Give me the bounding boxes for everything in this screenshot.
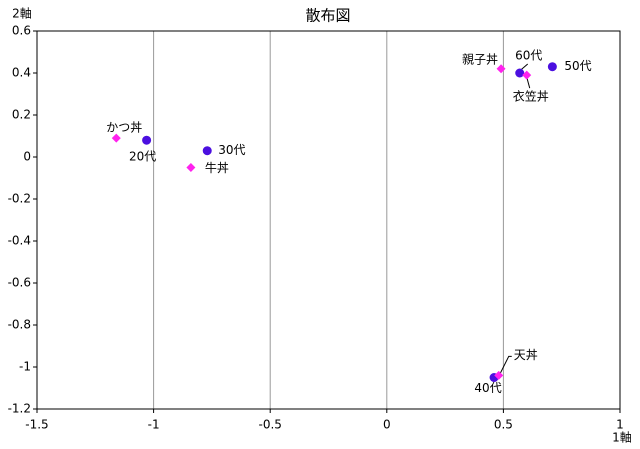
point-label: 親子丼: [462, 52, 498, 66]
y-tick-label: -0.4: [8, 234, 31, 248]
point: [515, 68, 525, 78]
point-label: かつ丼: [106, 121, 142, 135]
x-tick-label: 0: [383, 418, 391, 432]
point-label: 天丼: [514, 348, 538, 362]
y-tick-label: 0: [23, 150, 31, 164]
point: [202, 146, 212, 156]
point-label: 40代: [474, 381, 501, 395]
y-tick-label: -0.6: [8, 276, 31, 290]
point: [547, 62, 557, 72]
point-label: 衣笠丼: [513, 89, 549, 104]
point: [142, 135, 152, 145]
point: [494, 370, 504, 380]
point: [522, 70, 532, 80]
plot-border: [36, 30, 621, 410]
x-tick-label: 0.5: [494, 418, 513, 432]
y-tick-label: 0.6: [12, 24, 31, 38]
point-label: 30代: [218, 143, 245, 157]
point-label: 50代: [564, 59, 591, 73]
y-tick-label: 0.2: [12, 108, 31, 122]
x-axis-label: 1軸: [612, 431, 632, 445]
chart-title: 散布図: [305, 7, 350, 25]
point-label: 60代: [515, 49, 542, 63]
y-tick-label: -0.8: [8, 318, 31, 332]
point: [111, 133, 121, 143]
leader-line: [520, 63, 529, 71]
y-tick-label: 0.4: [12, 66, 31, 80]
y-tick-label: -1: [19, 360, 31, 374]
x-tick-label: -1: [148, 418, 160, 432]
y-tick-label: -1.2: [8, 402, 31, 416]
leader-line: [499, 355, 512, 375]
x-tick-label: -0.5: [258, 418, 281, 432]
point: [496, 64, 506, 74]
y-axis-label: 2軸: [12, 7, 32, 21]
y-tick-label: -0.2: [8, 192, 31, 206]
point-label: 20代: [129, 150, 156, 164]
x-tick-label: -1.5: [25, 418, 48, 432]
point: [186, 163, 196, 172]
x-tick-label: 1: [616, 418, 624, 432]
point-label: 牛丼: [205, 160, 229, 175]
